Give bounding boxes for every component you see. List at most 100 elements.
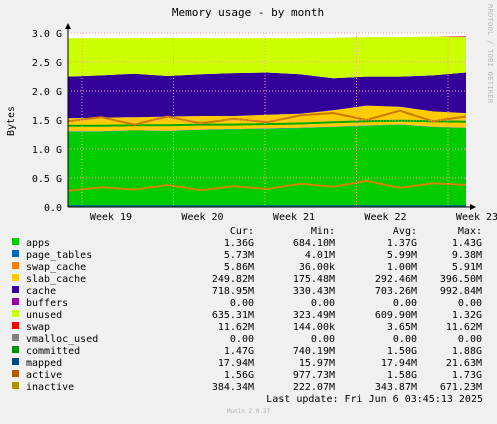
y-tick-label: 1.5 G [32,116,62,127]
legend-max: 5.91M [451,262,482,273]
legend-row-apps: apps 1.36G 684.10M 1.37G 1.43G [12,238,492,250]
legend-max: 1.88G [451,346,482,357]
legend-swatch [12,370,19,377]
legend-swatch [12,274,19,281]
line-inactive [67,179,467,192]
legend-avg: 0.00 [392,298,417,309]
legend-rows: apps 1.36G 684.10M 1.37G 1.43G page_tables 5.7… [12,238,492,394]
legend-cur: 249.82M [211,274,254,285]
legend-cur: 0.00 [229,334,254,345]
line-series [67,109,467,207]
legend-avg: 1.37G [386,238,417,249]
legend-header-min: Min: [310,226,335,237]
legend-name: page_tables [26,250,93,261]
x-tick-label: Week 19 [90,212,132,223]
legend-swatch [12,358,19,365]
legend-swatch [12,346,19,353]
legend-min: 144.00k [292,322,335,333]
legend-name: unused [26,310,63,321]
legend-avg: 5.99M [386,250,417,261]
legend-min: 4.01M [304,250,335,261]
legend-max: 11.62M [445,322,482,333]
legend-name: cache [26,286,57,297]
legend-avg: 3.65M [386,322,417,333]
legend-row-cache: cache 718.95M 330.43M 703.26M 992.84M [12,286,492,298]
legend-name: slab_cache [26,274,87,285]
legend-cur: 11.62M [217,322,254,333]
legend-avg: 1.00M [386,262,417,273]
legend-max: 0.00 [457,334,482,345]
legend-max: 1.73G [451,370,482,381]
legend-avg: 609.90M [374,310,417,321]
legend-name: committed [26,346,81,357]
y-tick-label: 2.5 G [32,58,62,69]
legend-max: 992.84M [439,286,482,297]
legend-max: 9.38M [451,250,482,261]
legend-max: 21.63M [445,358,482,369]
legend-swatch [12,238,19,245]
legend-max: 1.43G [451,238,482,249]
last-update: Last update: Fri Jun 6 03:45:13 2025 [266,394,483,405]
legend-swatch [12,286,19,293]
legend-max: 396.50M [439,274,482,285]
legend-name: swap [26,322,51,333]
x-tick-label: Week 21 [273,212,315,223]
legend-min: 330.43M [292,286,335,297]
legend-max: 1.32G [451,310,482,321]
legend-cur: 17.94M [217,358,254,369]
legend-name: apps [26,238,51,249]
legend-cur: 5.73M [223,250,254,261]
legend-row-vmalloc_used: vmalloc_used 0.00 0.00 0.00 0.00 [12,334,492,346]
legend-cur: 1.47G [223,346,254,357]
legend-header-avg: Avg: [392,226,417,237]
legend: Cur: Min: Avg: Max: apps 1.36G 684.10M 1.37… [12,226,492,394]
munin-version: Munin 2.0.37 [226,408,271,415]
legend-min: 222.07M [292,382,335,393]
legend-swatch [12,310,19,317]
legend-cur: 384.34M [211,382,254,393]
legend-row-active: active 1.56G 977.73M 1.58G 1.73G [12,370,492,382]
legend-header-max: Max: [457,226,482,237]
y-axis-arrow [65,23,71,29]
legend-avg: 1.58G [386,370,417,381]
legend-name: active [26,370,63,381]
legend-min: 175.48M [292,274,335,285]
legend-min: 0.00 [310,334,335,345]
legend-name: vmalloc_used [26,334,99,345]
x-axis-ticks: Week 19 Week 20 Week 21 Week 22 Week 23 [90,212,497,223]
legend-min: 36.00k [298,262,335,273]
y-tick-label: 0.0 [44,203,62,214]
x-tick-label: Week 23 [456,212,497,223]
y-axis-label: Bytes [6,106,17,136]
legend-min: 977.73M [292,370,335,381]
legend-avg: 292.46M [374,274,417,285]
legend-min: 684.10M [292,238,335,249]
legend-cur: 718.95M [211,286,254,297]
legend-avg: 0.00 [392,334,417,345]
legend-row-page_tables: page_tables 5.73M 4.01M 5.99M 9.38M [12,250,492,262]
legend-cur: 1.56G [223,370,254,381]
legend-swatch [12,250,19,257]
legend-max: 671.23M [439,382,482,393]
legend-name: mapped [26,358,63,369]
legend-row-swap: swap 11.62M 144.00k 3.65M 11.62M [12,322,492,334]
legend-cur: 635.31M [211,310,254,321]
area-cache [68,72,466,119]
legend-row-slab_cache: slab_cache 249.82M 175.48M 292.46M 396.50M [12,274,492,286]
legend-swatch [12,262,19,269]
legend-row-committed: committed 1.47G 740.19M 1.50G 1.88G [12,346,492,358]
legend-avg: 703.26M [374,286,417,297]
area-apps [68,124,466,207]
x-tick-label: Week 22 [364,212,406,223]
x-axis-arrow [470,204,476,210]
line-active [67,109,467,126]
legend-avg: 1.50G [386,346,417,357]
x-tick-label: Week 20 [181,212,223,223]
legend-header-cur: Cur: [229,226,254,237]
legend-name: inactive [26,382,75,393]
legend-name: buffers [26,298,69,309]
legend-cur: 0.00 [229,298,254,309]
legend-min: 740.19M [292,346,335,357]
legend-row-inactive: inactive 384.34M 222.07M 343.87M 671.23M [12,382,492,394]
